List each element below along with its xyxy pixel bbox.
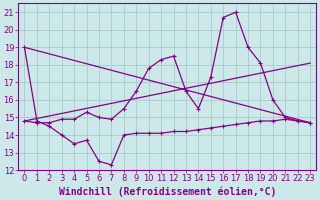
X-axis label: Windchill (Refroidissement éolien,°C): Windchill (Refroidissement éolien,°C): [59, 186, 276, 197]
